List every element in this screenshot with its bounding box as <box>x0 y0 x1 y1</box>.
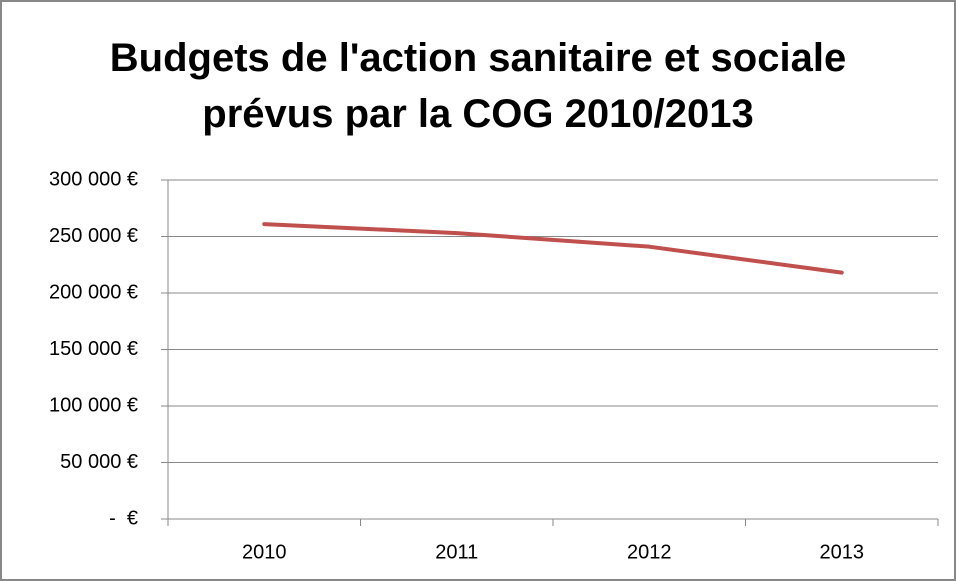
chart-title: Budgets de l'action sanitaire et sociale… <box>109 36 847 136</box>
y-tick-label: 200 000 € <box>49 281 138 303</box>
x-tick-label: 2010 <box>242 541 287 563</box>
y-tick-label: 150 000 € <box>49 338 138 360</box>
y-tick-label: 100 000 € <box>49 394 138 416</box>
x-tick-label: 2012 <box>627 541 672 563</box>
y-tick-label: 50 000 € <box>60 451 138 473</box>
y-tick-label: 250 000 € <box>49 225 138 247</box>
y-tick-label: - € <box>109 507 138 529</box>
y-tick-label: 300 000 € <box>49 168 138 190</box>
series-line <box>262 222 844 275</box>
x-tick-label: 2011 <box>435 541 478 563</box>
x-tick-label: 2013 <box>820 541 865 563</box>
